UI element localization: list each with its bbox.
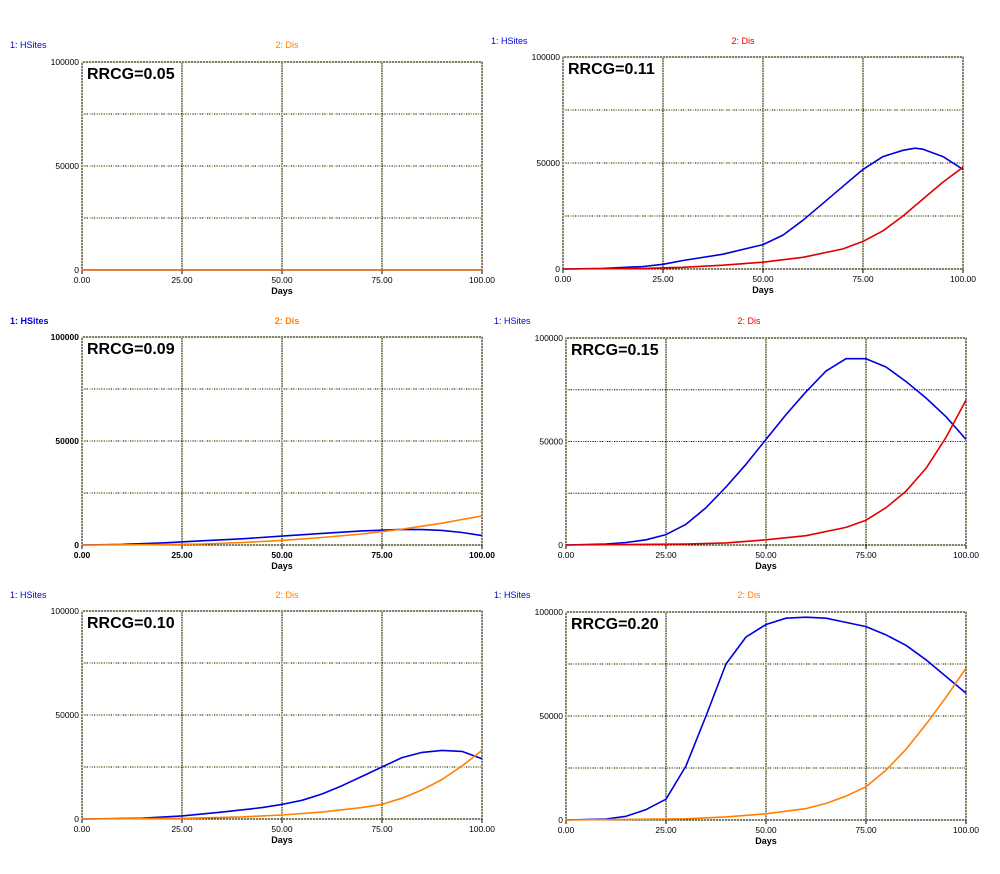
series-line-hsites bbox=[565, 357, 967, 546]
y-tick-label: 0 bbox=[555, 264, 560, 274]
x-tick-label: 25.00 bbox=[171, 824, 193, 834]
legend-entry-hsites: 1: HSites bbox=[10, 316, 49, 326]
series-line-dis bbox=[562, 166, 964, 270]
rrcg-annotation: RRCG=0.15 bbox=[571, 342, 659, 359]
legend-entry-dis: 2: Dis bbox=[737, 316, 761, 326]
series-line-hsites bbox=[565, 616, 967, 821]
x-tick-label: 25.00 bbox=[655, 825, 677, 835]
x-tick-label: 50.00 bbox=[271, 275, 293, 285]
y-tick-label: 0 bbox=[558, 540, 563, 550]
x-tick-label: 100.00 bbox=[469, 550, 495, 560]
rrcg-annotation: RRCG=0.20 bbox=[571, 616, 659, 633]
x-tick-label: 75.00 bbox=[855, 825, 877, 835]
x-tick-label: 50.00 bbox=[271, 824, 293, 834]
chart-panel-5: 0.00 25.00 50.00 75.00 100.00 0 50000 100000 Day… bbox=[10, 590, 495, 845]
x-axis-label: Days bbox=[755, 836, 777, 846]
x-axis-label: Days bbox=[271, 835, 293, 845]
series-line-dis bbox=[565, 667, 967, 821]
chart-panel-6: 0.00 25.00 50.00 75.00 100.00 0 50000 100000 Day… bbox=[494, 590, 979, 846]
legend-entry-dis: 2: Dis bbox=[275, 316, 300, 326]
y-tick-label: 50000 bbox=[539, 711, 563, 721]
x-tick-label: 100.00 bbox=[953, 825, 979, 835]
x-tick-label: 100.00 bbox=[469, 275, 495, 285]
y-tick-label: 50000 bbox=[539, 437, 563, 447]
rrcg-annotation: RRCG=0.11 bbox=[568, 61, 655, 78]
y-tick-label: 0 bbox=[558, 815, 563, 825]
x-axis-label: Days bbox=[271, 561, 293, 571]
legend-entry-hsites: 1: HSites bbox=[491, 36, 528, 46]
y-tick-label: 100000 bbox=[535, 333, 564, 343]
x-axis-label: Days bbox=[755, 561, 777, 571]
x-tick-label: 75.00 bbox=[371, 550, 393, 560]
y-tick-label: 100000 bbox=[535, 607, 564, 617]
series-line-hsites bbox=[81, 749, 483, 820]
x-tick-label: 0.00 bbox=[555, 274, 572, 284]
x-tick-label: 50.00 bbox=[271, 550, 293, 560]
chart-panel-3: 0.00 25.00 50.00 75.00 100.00 0 50000 100000 Day… bbox=[10, 316, 495, 571]
x-tick-label: 25.00 bbox=[655, 550, 677, 560]
legend-entry-hsites: 1: HSites bbox=[10, 40, 47, 50]
x-tick-label: 0.00 bbox=[74, 550, 91, 560]
x-tick-label: 50.00 bbox=[755, 550, 777, 560]
series-line-dis bbox=[81, 749, 483, 820]
rrcg-annotation: RRCG=0.09 bbox=[87, 341, 175, 358]
x-tick-label: 50.00 bbox=[755, 825, 777, 835]
x-tick-label: 0.00 bbox=[558, 550, 575, 560]
y-tick-label: 0 bbox=[74, 814, 79, 824]
chart-panel-1: 0.00 25.00 50.00 75.00 100.00 0 50000 100000 Day… bbox=[10, 40, 495, 296]
y-tick-label: 100000 bbox=[532, 52, 561, 62]
series-line-dis bbox=[565, 399, 967, 546]
x-tick-label: 100.00 bbox=[950, 274, 976, 284]
x-tick-label: 75.00 bbox=[371, 824, 393, 834]
y-tick-label: 0 bbox=[74, 265, 79, 275]
legend-entry-dis: 2: Dis bbox=[731, 36, 755, 46]
x-tick-label: 25.00 bbox=[171, 550, 193, 560]
y-tick-label: 50000 bbox=[55, 710, 79, 720]
chart-panel-4: 0.00 25.00 50.00 75.00 100.00 0 50000 100000 Day… bbox=[494, 316, 979, 571]
series-line-dis bbox=[81, 515, 483, 546]
x-tick-label: 0.00 bbox=[74, 275, 91, 285]
y-tick-label: 100000 bbox=[51, 606, 80, 616]
x-tick-label: 0.00 bbox=[558, 825, 575, 835]
y-tick-label: 100000 bbox=[51, 57, 80, 67]
legend-entry-hsites: 1: HSites bbox=[10, 590, 47, 600]
chart-panel-2: 0.00 25.00 50.00 75.00 100.00 0 50000 100000 Day… bbox=[491, 36, 976, 295]
x-tick-label: 25.00 bbox=[652, 274, 674, 284]
x-axis-label: Days bbox=[271, 286, 293, 296]
legend-entry-dis: 2: Dis bbox=[275, 40, 299, 50]
x-tick-label: 0.00 bbox=[74, 824, 91, 834]
legend-entry-hsites: 1: HSites bbox=[494, 316, 531, 326]
x-tick-label: 50.00 bbox=[752, 274, 774, 284]
series-line-hsites bbox=[81, 528, 483, 546]
x-tick-label: 25.00 bbox=[171, 275, 193, 285]
legend-entry-dis: 2: Dis bbox=[737, 590, 761, 600]
y-tick-label: 100000 bbox=[51, 332, 80, 342]
rrcg-annotation: RRCG=0.10 bbox=[87, 615, 175, 632]
y-tick-label: 50000 bbox=[536, 158, 560, 168]
x-tick-label: 75.00 bbox=[852, 274, 874, 284]
x-axis-label: Days bbox=[752, 285, 774, 295]
y-tick-label: 0 bbox=[74, 540, 79, 550]
x-tick-label: 75.00 bbox=[855, 550, 877, 560]
rrcg-annotation: RRCG=0.05 bbox=[87, 66, 175, 83]
legend-entry-dis: 2: Dis bbox=[275, 590, 299, 600]
x-tick-label: 100.00 bbox=[953, 550, 979, 560]
y-tick-label: 50000 bbox=[55, 436, 79, 446]
y-tick-label: 50000 bbox=[55, 161, 79, 171]
x-tick-label: 100.00 bbox=[469, 824, 495, 834]
series-line-hsites bbox=[562, 147, 964, 270]
x-tick-label: 75.00 bbox=[371, 275, 393, 285]
legend-entry-hsites: 1: HSites bbox=[494, 590, 531, 600]
